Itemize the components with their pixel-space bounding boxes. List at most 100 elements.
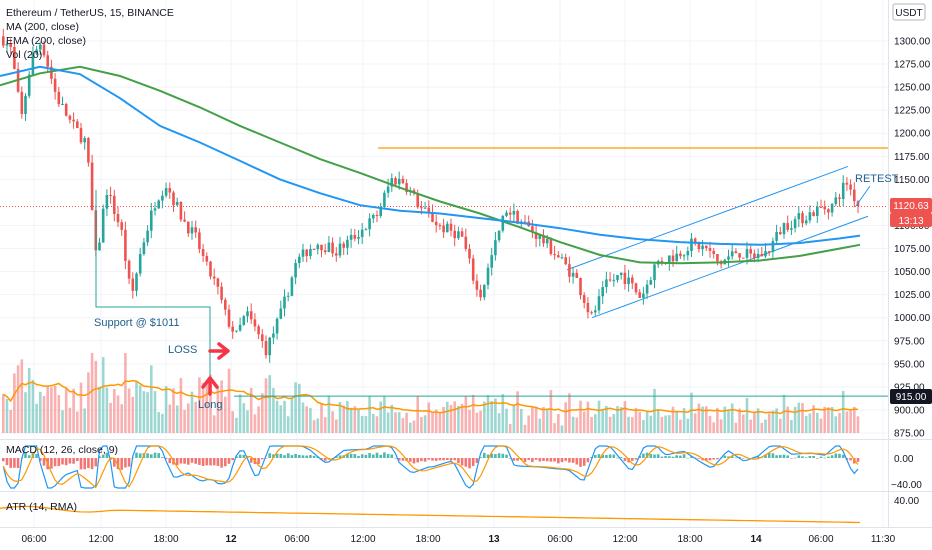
support-price-tag[interactable]: 915.00 — [890, 389, 932, 404]
macd-histogram-bar — [730, 456, 734, 458]
candle-body — [431, 212, 434, 222]
candle-body — [83, 138, 86, 143]
macd-histogram-bar — [61, 458, 64, 465]
candle-body — [579, 277, 582, 296]
candle-body — [531, 226, 534, 233]
macd-histogram-bar — [649, 454, 653, 458]
loss-annotation[interactable]: LOSS — [168, 342, 230, 360]
candle-body — [853, 189, 856, 202]
candle-body — [745, 249, 749, 258]
macd-histogram-bar — [431, 458, 434, 461]
volume-bar — [150, 365, 153, 433]
support-price-value: 915.00 — [896, 392, 927, 403]
candle-body — [279, 308, 283, 319]
volume-bar — [708, 415, 712, 433]
macd-histogram-bar — [87, 458, 90, 469]
long-label: Long — [198, 399, 222, 411]
candle-body — [849, 184, 852, 190]
retest-label: RETEST — [855, 173, 899, 185]
macd-histogram-bar — [664, 456, 667, 458]
volume-bar — [505, 408, 508, 433]
candle-body — [483, 284, 486, 298]
macd-histogram-bar — [283, 455, 286, 458]
volume-bar — [205, 380, 209, 433]
candle-body — [90, 162, 94, 211]
volume-bar — [39, 392, 42, 433]
volume-bar — [623, 401, 627, 433]
macd-histogram-bar — [712, 458, 715, 460]
macd-histogram-bar — [512, 458, 516, 461]
macd-histogram-bar — [194, 458, 197, 464]
candle-body — [64, 103, 68, 116]
macd-histogram-bar — [24, 452, 27, 458]
price-tick-label: 975.00 — [894, 336, 925, 347]
candle-body — [194, 227, 197, 233]
macd-axis[interactable]: 0.00 −40.00 — [891, 454, 922, 491]
volume-bar — [331, 411, 334, 433]
macd-histogram-bar — [135, 452, 138, 458]
volume-bar — [50, 387, 53, 433]
macd-histogram-bar — [812, 456, 815, 458]
volume-bar — [545, 408, 549, 433]
volume-bar — [745, 397, 749, 433]
macd-histogram-bar — [742, 458, 745, 459]
volume-bar — [198, 377, 201, 433]
retest-annotation[interactable]: RETEST — [855, 173, 899, 207]
price-axis[interactable]: 1300.00 1275.00 1250.00 1225.00 1200.00 1175.… — [894, 37, 931, 440]
volume-bar — [405, 412, 408, 433]
candle-body — [804, 220, 808, 224]
candle-body — [534, 232, 538, 239]
volume-bar — [797, 402, 801, 433]
candle-body — [72, 119, 75, 122]
candle-body — [168, 188, 172, 193]
atr-axis[interactable]: 40.00 — [894, 496, 919, 507]
currency-badge[interactable]: USDT — [892, 3, 926, 21]
macd-histogram-bar — [201, 458, 205, 466]
macd-histogram-bar — [579, 458, 582, 467]
macd-histogram-bar — [187, 458, 190, 465]
candle-body — [797, 213, 801, 220]
candle-body — [601, 287, 604, 297]
macd-histogram-bar — [605, 454, 608, 458]
candle-body — [101, 208, 105, 243]
volume-bar — [538, 418, 542, 433]
macd-histogram-bar — [697, 458, 701, 459]
volume-bar — [627, 416, 630, 433]
candle-body — [575, 272, 579, 278]
macd-histogram-bar — [557, 458, 560, 464]
candle-body — [841, 182, 845, 199]
long-annotation[interactable]: Long — [198, 376, 222, 411]
candle-body — [686, 250, 690, 256]
volume-bar — [568, 393, 571, 433]
candle-body — [697, 242, 701, 250]
candle-body — [782, 223, 786, 235]
volume-bar — [753, 411, 756, 433]
volume-bar — [153, 391, 157, 433]
price-tick-label: 1250.00 — [894, 83, 931, 94]
candle-body — [771, 240, 775, 253]
legend[interactable]: Ethereum / TetherUS, 15, BINANCE MA (200… — [6, 7, 174, 61]
time-axis[interactable]: 06:00 12:00 18:00 12 06:00 12:00 18:00 13 06:00 1… — [21, 534, 895, 545]
last-price-tag[interactable]: 1120.63 13:13 — [890, 198, 932, 227]
macd-histogram-bar — [808, 456, 812, 458]
volume-bars — [2, 353, 860, 433]
volume-bar — [242, 403, 246, 433]
macd-histogram-bar — [612, 454, 616, 458]
atr-label[interactable]: ATR (14, RMA) — [6, 501, 77, 513]
macd-histogram-bar — [124, 458, 127, 468]
macd-histogram-bar — [9, 458, 12, 468]
volume-bar — [804, 415, 808, 433]
volume-bar — [734, 422, 738, 433]
volume-bar — [775, 408, 778, 433]
candle-body — [649, 280, 653, 285]
macd-histogram-bar — [83, 458, 86, 470]
candle-body — [516, 210, 519, 224]
macd-histogram-bar — [449, 458, 453, 461]
macd-label[interactable]: MACD (12, 26, close, 9) — [6, 444, 118, 456]
volume-bar — [845, 411, 849, 433]
candle-body — [24, 95, 27, 114]
candle-body — [845, 182, 849, 185]
macd-histogram-bar — [597, 454, 601, 458]
candle-body — [586, 302, 590, 313]
